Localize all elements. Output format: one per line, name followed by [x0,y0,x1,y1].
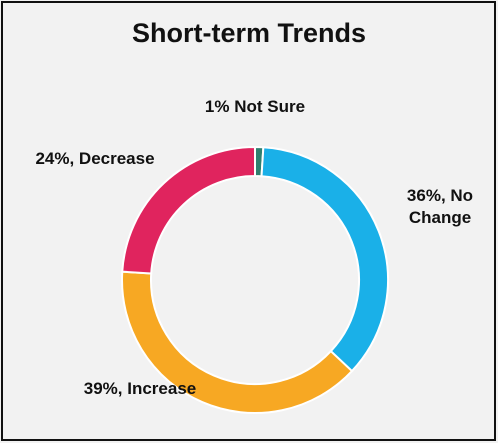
donut-slice [260,146,389,373]
data-label: 1% Not Sure [204,97,306,116]
chart-title: Short-term Trends [131,18,367,48]
data-label: 24%, Decrease [35,149,155,168]
donut-slice [121,145,256,275]
data-label: 39%, Increase [83,379,197,398]
data-label: 36%, No Change [406,186,474,227]
